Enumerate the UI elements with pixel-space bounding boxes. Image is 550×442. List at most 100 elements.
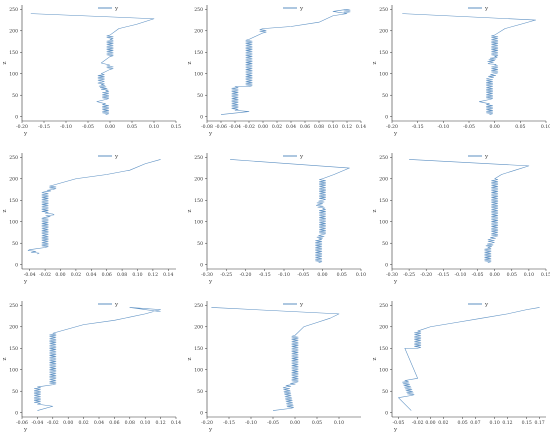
x-tick-label: 0.02	[71, 272, 81, 278]
series-line-1	[230, 159, 350, 263]
x-tick-label: -0.05	[393, 420, 405, 426]
series-line-1	[33, 307, 161, 411]
x-tick-label: 0.10	[334, 420, 344, 426]
y-tick-label: 250	[379, 155, 388, 161]
y-tick-label: 50	[12, 241, 18, 247]
x-tick-label: -0.04	[24, 272, 36, 278]
chart-panel-2: -0.08 -0.06 -0.04 -0.02 0.00 0.02 0.04 0.06 0.08…	[185, 0, 366, 145]
x-tick-label: -0.05	[472, 272, 484, 278]
y-tick-label: 50	[197, 389, 203, 395]
legend-label: y	[299, 6, 304, 12]
x-tick-label: 0.10	[140, 420, 150, 426]
x-tick-label: -0.20	[16, 124, 28, 130]
x-tick-label: -0.06	[215, 124, 227, 130]
y-tick-label: 100	[379, 71, 388, 77]
chart-panel-4: -0.04 -0.02 0.00 0.02 0.04 0.06 0.08 0.10 0.12 0.…	[0, 148, 180, 293]
x-tick-label: 0.04	[286, 124, 296, 130]
y-tick-label: 50	[197, 241, 203, 247]
x-tick-label: 0.10	[541, 124, 550, 130]
x-tick-label: 0.10	[490, 420, 500, 426]
y-tick-label: 50	[12, 93, 18, 99]
x-tick-label: -0.02	[412, 420, 424, 426]
y-tick-label: 100	[9, 219, 18, 225]
legend-label: y	[299, 154, 304, 160]
x-tick-label: -0.05	[267, 420, 279, 426]
x-tick-label: -0.15	[437, 272, 449, 278]
y-tick-label: 0	[385, 262, 388, 268]
y-tick-label: 150	[9, 346, 18, 352]
chart-panel-5: -0.30 -0.25 -0.20 -0.15 -0.10 -0.05 0.00 0.05 0.…	[185, 148, 366, 293]
x-tick-label: 0.15	[541, 272, 550, 278]
legend-label: y	[484, 6, 489, 12]
legend-label: y	[114, 302, 119, 308]
y-tick-label: 100	[379, 367, 388, 373]
x-tick-label: 0.10	[356, 272, 366, 278]
x-tick-label: 0.05	[457, 420, 467, 426]
y-tick-label: 100	[9, 71, 18, 77]
y-tick-label: 200	[9, 176, 18, 182]
x-tick-label: 0.10	[328, 124, 338, 130]
y-tick-label: 200	[379, 176, 388, 182]
x-tick-label: 0.06	[109, 420, 119, 426]
x-tick-label: -0.05	[82, 124, 94, 130]
legend-label: y	[114, 6, 119, 12]
y-tick-label: 0	[200, 114, 203, 120]
legend-label: y	[484, 154, 489, 160]
x-tick-label: 0.12	[342, 124, 352, 130]
x-axis-label: y	[23, 427, 28, 433]
x-axis-label: y	[208, 131, 213, 137]
x-tick-label: -0.20	[420, 272, 432, 278]
chart-panel-7: -0.06 -0.04 -0.02 0.00 0.02 0.04 0.06 0.08 0.10 0…	[0, 296, 181, 441]
x-tick-label: 0.10	[132, 272, 142, 278]
chart-svg-9: -0.05 -0.02 0.00 0.02 0.05 0.07 0.10 0.12 0.15 0.…	[372, 301, 546, 433]
y-tick-label: 250	[9, 303, 18, 309]
y-tick-label: 100	[379, 219, 388, 225]
x-tick-label: 0.14	[163, 272, 173, 278]
x-tick-label: 0.00	[55, 272, 65, 278]
x-tick-label: -0.02	[243, 124, 255, 130]
x-tick-label: 0.05	[337, 272, 347, 278]
x-tick-label: 0.07	[470, 420, 480, 426]
x-tick-label: -0.30	[201, 272, 213, 278]
y-tick-label: 250	[194, 155, 203, 161]
legend-label: y	[299, 302, 304, 308]
series-line-1	[398, 307, 540, 411]
y-tick-label: 50	[197, 93, 203, 99]
x-tick-label: 0.05	[515, 124, 525, 130]
x-tick-label: 0.05	[127, 124, 137, 130]
chart-svg-1: -0.20 -0.15 -0.10 -0.05 0.00 0.05 0.10 0.15 0 50 1…	[2, 5, 181, 137]
x-axis-label: y	[393, 427, 398, 433]
x-axis-label: y	[23, 131, 28, 137]
x-tick-label: 0.14	[171, 420, 181, 426]
x-axis-label: y	[208, 279, 213, 285]
x-tick-label: -0.25	[403, 272, 415, 278]
y-tick-label: 200	[194, 176, 203, 182]
x-tick-label: 0.00	[105, 124, 115, 130]
chart-svg-8: -0.20 -0.15 -0.10 -0.05 0.00 0.05 0.10 0 50 100 15…	[187, 301, 361, 433]
x-tick-label: -0.10	[278, 272, 290, 278]
x-tick-label: -0.08	[201, 124, 213, 130]
x-tick-label: 0.05	[312, 420, 322, 426]
x-tick-label: -0.10	[245, 420, 257, 426]
x-tick-label: -0.02	[39, 272, 51, 278]
series-line-1	[220, 9, 351, 115]
x-tick-label: 0.00	[290, 420, 300, 426]
y-tick-label: 50	[382, 241, 388, 247]
x-tick-label: 0.06	[300, 124, 310, 130]
x-tick-label: 0.12	[502, 420, 512, 426]
chart-svg-5: -0.30 -0.25 -0.20 -0.15 -0.10 -0.05 0.00 0.05 0.…	[187, 153, 366, 285]
y-tick-label: 0	[200, 410, 203, 416]
y-axis-label: z	[187, 61, 193, 64]
x-tick-label: -0.02	[47, 420, 59, 426]
y-tick-label: 150	[379, 50, 388, 56]
y-tick-label: 200	[9, 28, 18, 34]
y-tick-label: 0	[15, 114, 18, 120]
y-tick-label: 250	[379, 303, 388, 309]
x-tick-label: -0.15	[259, 272, 271, 278]
x-tick-label: -0.25	[220, 272, 232, 278]
y-tick-label: 150	[194, 198, 203, 204]
x-tick-label: -0.05	[297, 272, 309, 278]
y-tick-label: 0	[385, 410, 388, 416]
x-tick-label: 0.08	[117, 272, 127, 278]
chart-svg-4: -0.04 -0.02 0.00 0.02 0.04 0.06 0.08 0.10 0.12 0.…	[2, 153, 176, 285]
